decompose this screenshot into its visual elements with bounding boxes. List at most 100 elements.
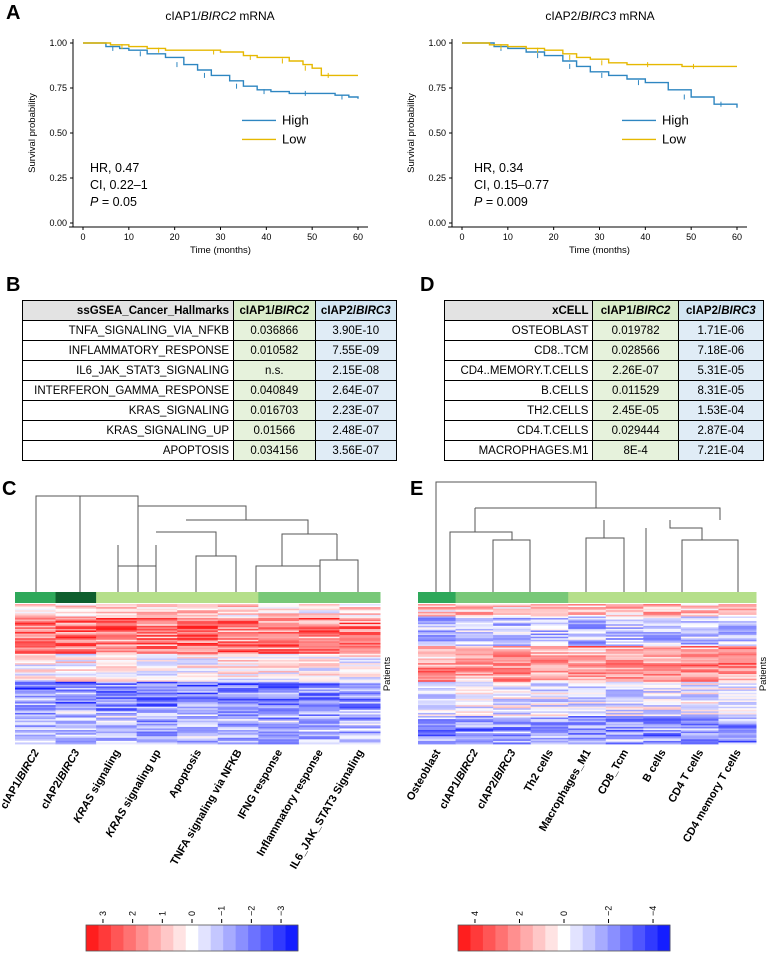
heat-cell bbox=[605, 695, 644, 698]
heat-cell bbox=[258, 740, 300, 743]
scale-swatch bbox=[285, 925, 299, 951]
heat-cell bbox=[217, 733, 259, 736]
y-axis-label: Survival probability bbox=[27, 93, 38, 173]
heat-cell bbox=[493, 695, 532, 698]
heat-cell bbox=[605, 694, 644, 697]
heat-cell bbox=[136, 666, 178, 669]
dendrogram-branch bbox=[156, 531, 217, 545]
heat-cell bbox=[177, 681, 219, 684]
heat-cell bbox=[530, 633, 569, 636]
heat-cell bbox=[455, 664, 494, 667]
heat-cell bbox=[568, 677, 607, 680]
heat-cell bbox=[298, 742, 340, 745]
heat-cell bbox=[680, 653, 719, 656]
heat-cell bbox=[15, 636, 57, 639]
heat-cell bbox=[493, 611, 532, 614]
heat-cell bbox=[493, 739, 532, 742]
heat-cell bbox=[680, 614, 719, 617]
heat-cell bbox=[339, 639, 381, 642]
heat-cell bbox=[339, 717, 381, 720]
heat-cell bbox=[418, 641, 457, 644]
heat-cell bbox=[680, 664, 719, 667]
heat-cell bbox=[718, 618, 757, 620]
heat-cell bbox=[680, 680, 719, 683]
heat-cell bbox=[530, 630, 569, 633]
heat-cell bbox=[298, 663, 340, 666]
heat-cell bbox=[605, 684, 644, 687]
heat-cell bbox=[177, 692, 219, 695]
heat-cell bbox=[298, 672, 340, 675]
heat-cell bbox=[680, 711, 719, 714]
heat-cell bbox=[643, 691, 682, 694]
heat-cell bbox=[136, 656, 178, 659]
heat-cell bbox=[455, 614, 494, 617]
heat-cell bbox=[680, 616, 719, 619]
heat-cell bbox=[339, 689, 381, 692]
heat-cell bbox=[217, 716, 259, 718]
heat-cell bbox=[605, 714, 644, 717]
heat-cell bbox=[298, 705, 340, 708]
heat-cell bbox=[258, 681, 300, 684]
heat-cell bbox=[643, 722, 682, 725]
heat-cell bbox=[136, 675, 178, 678]
heat-cell bbox=[568, 714, 607, 717]
heat-cell bbox=[418, 709, 457, 712]
heat-cell bbox=[530, 689, 569, 692]
heat-cell bbox=[55, 709, 97, 712]
heat-cell bbox=[55, 655, 97, 658]
x-tick-label: 40 bbox=[261, 232, 271, 242]
heat-cell bbox=[493, 678, 532, 681]
heat-cell bbox=[298, 678, 340, 681]
heat-cell bbox=[455, 725, 494, 728]
scale-swatch bbox=[260, 925, 274, 951]
heat-cell bbox=[718, 608, 757, 611]
heat-cell bbox=[298, 683, 340, 686]
column-label: Apoptosis bbox=[167, 748, 204, 801]
heat-cell bbox=[339, 740, 381, 743]
heat-cell bbox=[217, 666, 259, 669]
heat-cell bbox=[530, 717, 569, 720]
heat-cell bbox=[568, 706, 607, 709]
heat-cell bbox=[605, 717, 644, 720]
heat-cell bbox=[136, 605, 178, 608]
heat-cell bbox=[530, 632, 569, 634]
heat-cell bbox=[258, 613, 300, 616]
heat-cell bbox=[418, 670, 457, 673]
heat-cell bbox=[55, 652, 97, 655]
heat-cell bbox=[55, 607, 97, 610]
heat-cell bbox=[55, 618, 97, 620]
heat-cell bbox=[605, 660, 644, 662]
heat-cell bbox=[718, 740, 757, 743]
heat-cell bbox=[298, 731, 340, 734]
heat-cell bbox=[493, 649, 532, 652]
heat-cell bbox=[177, 636, 219, 639]
scale-swatch bbox=[173, 925, 187, 951]
heat-cell bbox=[339, 636, 381, 639]
heat-cell bbox=[493, 700, 532, 703]
heat-cell bbox=[680, 649, 719, 652]
heat-cell bbox=[258, 621, 300, 624]
heat-cell bbox=[339, 678, 381, 681]
heat-cell bbox=[177, 655, 219, 658]
heat-cell bbox=[418, 618, 457, 620]
heat-cell bbox=[568, 650, 607, 653]
heat-cell bbox=[136, 613, 178, 616]
heat-cell bbox=[258, 672, 300, 675]
heat-cell bbox=[530, 653, 569, 656]
heat-cell bbox=[177, 633, 219, 636]
heat-cell bbox=[418, 717, 457, 720]
table-d-cell-ciap2: 8.31E-05 bbox=[677, 380, 765, 401]
heat-cell bbox=[455, 667, 494, 670]
heat-cell bbox=[568, 691, 607, 694]
heat-cell bbox=[55, 728, 97, 731]
heat-cell bbox=[568, 646, 607, 648]
heat-cell bbox=[217, 644, 259, 647]
heat-cell bbox=[298, 650, 340, 653]
heat-cell bbox=[493, 646, 532, 648]
heat-cell bbox=[718, 652, 757, 655]
heat-cell bbox=[258, 608, 300, 611]
heat-cell bbox=[718, 742, 757, 745]
heat-cell bbox=[418, 628, 457, 631]
column-label: Osteoblast bbox=[405, 747, 444, 803]
heat-cell bbox=[177, 605, 219, 608]
